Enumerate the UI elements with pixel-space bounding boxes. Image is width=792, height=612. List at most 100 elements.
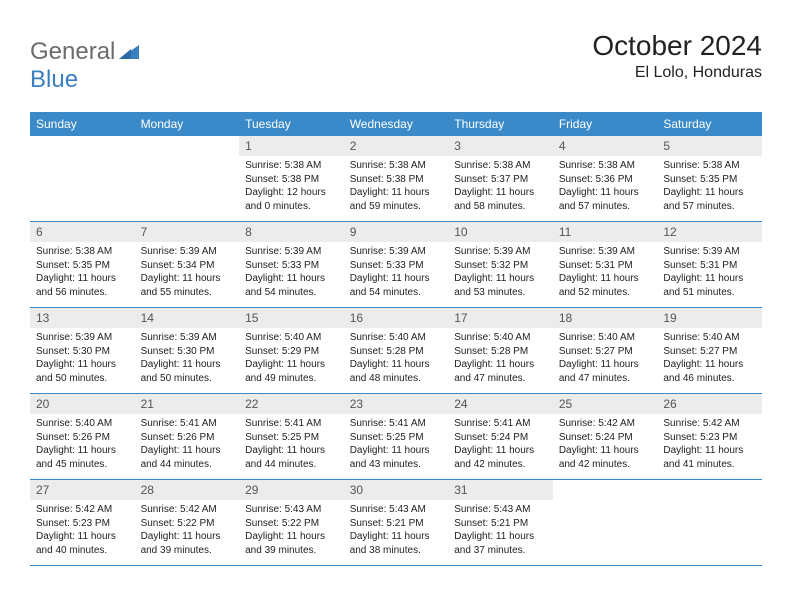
page-title: October 2024 [592,30,762,62]
day-body: Sunrise: 5:38 AMSunset: 5:38 PMDaylight:… [239,156,344,221]
day-body: Sunrise: 5:38 AMSunset: 5:37 PMDaylight:… [448,156,553,221]
calendar-cell: 2Sunrise: 5:38 AMSunset: 5:38 PMDaylight… [344,136,449,222]
day-body: Sunrise: 5:40 AMSunset: 5:28 PMDaylight:… [344,328,449,393]
calendar-cell: 28Sunrise: 5:42 AMSunset: 5:22 PMDayligh… [135,480,240,566]
day-body: Sunrise: 5:39 AMSunset: 5:31 PMDaylight:… [553,242,658,307]
day-number: 27 [30,480,135,500]
calendar-cell: 26Sunrise: 5:42 AMSunset: 5:23 PMDayligh… [657,394,762,480]
calendar-cell: 12Sunrise: 5:39 AMSunset: 5:31 PMDayligh… [657,222,762,308]
day-number: 28 [135,480,240,500]
calendar-cell: 7Sunrise: 5:39 AMSunset: 5:34 PMDaylight… [135,222,240,308]
calendar-cell: 22Sunrise: 5:41 AMSunset: 5:25 PMDayligh… [239,394,344,480]
calendar-cell: 31Sunrise: 5:43 AMSunset: 5:21 PMDayligh… [448,480,553,566]
weekday-header: Saturday [657,112,762,136]
day-number: 10 [448,222,553,242]
calendar-cell: 6Sunrise: 5:38 AMSunset: 5:35 PMDaylight… [30,222,135,308]
day-body: Sunrise: 5:41 AMSunset: 5:24 PMDaylight:… [448,414,553,479]
calendar-cell: 21Sunrise: 5:41 AMSunset: 5:26 PMDayligh… [135,394,240,480]
day-number: 2 [344,136,449,156]
day-number: 31 [448,480,553,500]
calendar-cell: 23Sunrise: 5:41 AMSunset: 5:25 PMDayligh… [344,394,449,480]
calendar-cell: 8Sunrise: 5:39 AMSunset: 5:33 PMDaylight… [239,222,344,308]
day-number: 13 [30,308,135,328]
calendar-cell: 5Sunrise: 5:38 AMSunset: 5:35 PMDaylight… [657,136,762,222]
day-body: Sunrise: 5:38 AMSunset: 5:35 PMDaylight:… [657,156,762,221]
day-number: 20 [30,394,135,414]
calendar-cell: 4Sunrise: 5:38 AMSunset: 5:36 PMDaylight… [553,136,658,222]
day-body: Sunrise: 5:42 AMSunset: 5:22 PMDaylight:… [135,500,240,565]
day-body: Sunrise: 5:39 AMSunset: 5:30 PMDaylight:… [135,328,240,393]
calendar-row: 27Sunrise: 5:42 AMSunset: 5:23 PMDayligh… [30,480,762,566]
day-number: 7 [135,222,240,242]
day-number: 23 [344,394,449,414]
day-number: 5 [657,136,762,156]
weekday-header: Sunday [30,112,135,136]
day-body: Sunrise: 5:42 AMSunset: 5:23 PMDaylight:… [30,500,135,565]
calendar-cell: 15Sunrise: 5:40 AMSunset: 5:29 PMDayligh… [239,308,344,394]
day-number: 6 [30,222,135,242]
weekday-header: Friday [553,112,658,136]
logo-text-2: Blue [30,66,78,93]
day-number: 24 [448,394,553,414]
calendar-cell: 1Sunrise: 5:38 AMSunset: 5:38 PMDaylight… [239,136,344,222]
day-body: Sunrise: 5:40 AMSunset: 5:27 PMDaylight:… [657,328,762,393]
day-number: 21 [135,394,240,414]
day-body: Sunrise: 5:41 AMSunset: 5:26 PMDaylight:… [135,414,240,479]
day-body: Sunrise: 5:39 AMSunset: 5:31 PMDaylight:… [657,242,762,307]
day-body: Sunrise: 5:39 AMSunset: 5:33 PMDaylight:… [239,242,344,307]
calendar-cell: 20Sunrise: 5:40 AMSunset: 5:26 PMDayligh… [30,394,135,480]
calendar-cell: 11Sunrise: 5:39 AMSunset: 5:31 PMDayligh… [553,222,658,308]
day-body: Sunrise: 5:43 AMSunset: 5:21 PMDaylight:… [344,500,449,565]
day-body: Sunrise: 5:41 AMSunset: 5:25 PMDaylight:… [344,414,449,479]
calendar-cell: 3Sunrise: 5:38 AMSunset: 5:37 PMDaylight… [448,136,553,222]
calendar-cell: .. [135,136,240,222]
weekday-header: Tuesday [239,112,344,136]
logo-triangle-icon [119,38,139,66]
day-body: Sunrise: 5:40 AMSunset: 5:29 PMDaylight:… [239,328,344,393]
day-body: Sunrise: 5:38 AMSunset: 5:36 PMDaylight:… [553,156,658,221]
day-body: Sunrise: 5:39 AMSunset: 5:32 PMDaylight:… [448,242,553,307]
weekday-header-row: SundayMondayTuesdayWednesdayThursdayFrid… [30,112,762,136]
calendar-cell: 13Sunrise: 5:39 AMSunset: 5:30 PMDayligh… [30,308,135,394]
day-number: 14 [135,308,240,328]
day-body: Sunrise: 5:38 AMSunset: 5:38 PMDaylight:… [344,156,449,221]
day-body: Sunrise: 5:43 AMSunset: 5:22 PMDaylight:… [239,500,344,565]
day-body: Sunrise: 5:40 AMSunset: 5:27 PMDaylight:… [553,328,658,393]
calendar-cell: 19Sunrise: 5:40 AMSunset: 5:27 PMDayligh… [657,308,762,394]
calendar-row: 20Sunrise: 5:40 AMSunset: 5:26 PMDayligh… [30,394,762,480]
day-number: 15 [239,308,344,328]
calendar-cell: 10Sunrise: 5:39 AMSunset: 5:32 PMDayligh… [448,222,553,308]
weekday-header: Wednesday [344,112,449,136]
calendar-cell: 9Sunrise: 5:39 AMSunset: 5:33 PMDaylight… [344,222,449,308]
calendar-table: SundayMondayTuesdayWednesdayThursdayFrid… [30,112,762,566]
location: El Lolo, Honduras [592,64,762,82]
day-number: 19 [657,308,762,328]
calendar-row: 13Sunrise: 5:39 AMSunset: 5:30 PMDayligh… [30,308,762,394]
day-number: 26 [657,394,762,414]
calendar-row: 6Sunrise: 5:38 AMSunset: 5:35 PMDaylight… [30,222,762,308]
day-body: Sunrise: 5:42 AMSunset: 5:23 PMDaylight:… [657,414,762,479]
header: General Blue October 2024 El Lolo, Hondu… [30,30,762,94]
day-body: Sunrise: 5:42 AMSunset: 5:24 PMDaylight:… [553,414,658,479]
calendar-cell: 18Sunrise: 5:40 AMSunset: 5:27 PMDayligh… [553,308,658,394]
day-number: 1 [239,136,344,156]
title-block: October 2024 El Lolo, Honduras [592,30,762,82]
calendar-cell: .. [30,136,135,222]
calendar-cell: 25Sunrise: 5:42 AMSunset: 5:24 PMDayligh… [553,394,658,480]
calendar-cell: .. [657,480,762,566]
calendar-body: ....1Sunrise: 5:38 AMSunset: 5:38 PMDayl… [30,136,762,566]
day-number: 12 [657,222,762,242]
calendar-cell: 29Sunrise: 5:43 AMSunset: 5:22 PMDayligh… [239,480,344,566]
calendar-cell: 16Sunrise: 5:40 AMSunset: 5:28 PMDayligh… [344,308,449,394]
day-number: 11 [553,222,658,242]
day-body: Sunrise: 5:41 AMSunset: 5:25 PMDaylight:… [239,414,344,479]
calendar-cell: 14Sunrise: 5:39 AMSunset: 5:30 PMDayligh… [135,308,240,394]
logo-text-1: General [30,38,115,65]
calendar-cell: 17Sunrise: 5:40 AMSunset: 5:28 PMDayligh… [448,308,553,394]
day-body: Sunrise: 5:40 AMSunset: 5:26 PMDaylight:… [30,414,135,479]
calendar-cell: 27Sunrise: 5:42 AMSunset: 5:23 PMDayligh… [30,480,135,566]
day-number: 17 [448,308,553,328]
day-number: 25 [553,394,658,414]
day-number: 3 [448,136,553,156]
calendar-cell: .. [553,480,658,566]
